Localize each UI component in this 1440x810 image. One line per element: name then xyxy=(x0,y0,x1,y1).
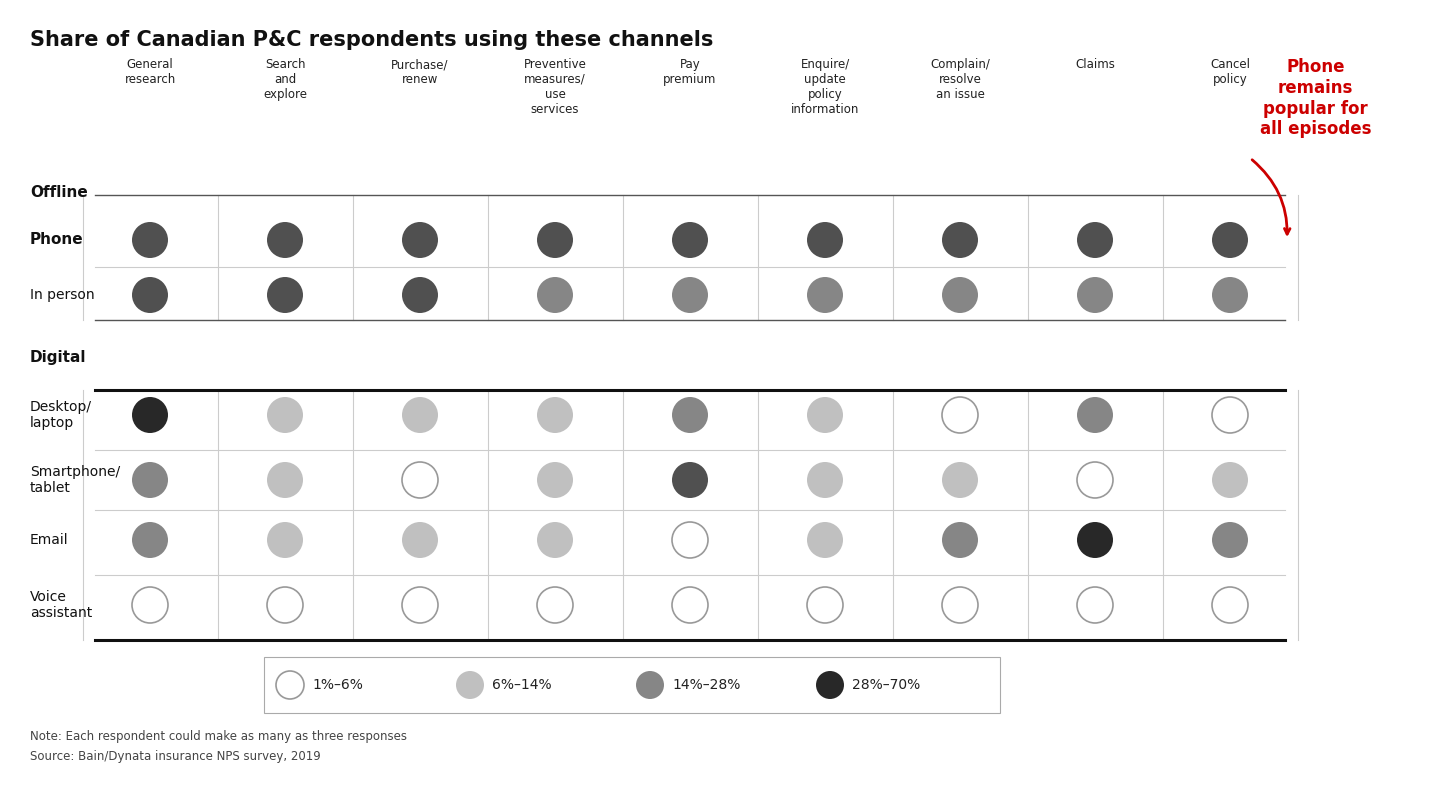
Circle shape xyxy=(672,277,708,313)
Text: Enquire/
update
policy
information: Enquire/ update policy information xyxy=(791,58,860,116)
Text: Phone
remains
popular for
all episodes: Phone remains popular for all episodes xyxy=(1260,58,1371,139)
Circle shape xyxy=(402,522,438,558)
Text: 14%–28%: 14%–28% xyxy=(672,678,740,692)
Circle shape xyxy=(132,522,168,558)
Text: Digital: Digital xyxy=(30,350,86,365)
FancyBboxPatch shape xyxy=(264,657,999,713)
Text: Source: Bain/Dynata insurance NPS survey, 2019: Source: Bain/Dynata insurance NPS survey… xyxy=(30,750,321,763)
Text: Purchase/
renew: Purchase/ renew xyxy=(392,58,449,86)
Text: Desktop/
laptop: Desktop/ laptop xyxy=(30,400,92,430)
Circle shape xyxy=(816,671,844,699)
Circle shape xyxy=(266,222,302,258)
Circle shape xyxy=(672,462,708,498)
Circle shape xyxy=(942,397,978,433)
Circle shape xyxy=(806,522,842,558)
Circle shape xyxy=(402,222,438,258)
Text: Note: Each respondent could make as many as three responses: Note: Each respondent could make as many… xyxy=(30,730,408,743)
Circle shape xyxy=(806,397,842,433)
Circle shape xyxy=(806,277,842,313)
Circle shape xyxy=(636,671,664,699)
Circle shape xyxy=(266,277,302,313)
Circle shape xyxy=(942,522,978,558)
Circle shape xyxy=(1077,277,1113,313)
Circle shape xyxy=(1077,462,1113,498)
Text: General
research: General research xyxy=(124,58,176,86)
Text: Cancel
policy: Cancel policy xyxy=(1210,58,1250,86)
Circle shape xyxy=(402,277,438,313)
Circle shape xyxy=(456,671,484,699)
Circle shape xyxy=(1077,397,1113,433)
Circle shape xyxy=(266,522,302,558)
Circle shape xyxy=(1212,522,1248,558)
Text: Phone: Phone xyxy=(30,232,84,248)
Circle shape xyxy=(1077,522,1113,558)
Circle shape xyxy=(1077,222,1113,258)
Text: Preventive
measures/
use
services: Preventive measures/ use services xyxy=(524,58,586,116)
Circle shape xyxy=(132,277,168,313)
Circle shape xyxy=(132,222,168,258)
Circle shape xyxy=(537,587,573,623)
Circle shape xyxy=(132,397,168,433)
Circle shape xyxy=(132,587,168,623)
Circle shape xyxy=(537,522,573,558)
Text: Claims: Claims xyxy=(1076,58,1115,71)
Circle shape xyxy=(942,587,978,623)
Circle shape xyxy=(1212,277,1248,313)
Text: Complain/
resolve
an issue: Complain/ resolve an issue xyxy=(930,58,989,101)
Circle shape xyxy=(266,462,302,498)
Circle shape xyxy=(1212,222,1248,258)
Circle shape xyxy=(537,397,573,433)
Circle shape xyxy=(672,222,708,258)
Circle shape xyxy=(402,587,438,623)
Text: Offline: Offline xyxy=(30,185,88,200)
Circle shape xyxy=(1212,462,1248,498)
Circle shape xyxy=(1077,587,1113,623)
Circle shape xyxy=(537,277,573,313)
Circle shape xyxy=(672,587,708,623)
Text: Search
and
explore: Search and explore xyxy=(264,58,307,101)
Circle shape xyxy=(266,397,302,433)
Circle shape xyxy=(942,222,978,258)
Circle shape xyxy=(806,222,842,258)
Text: Pay
premium: Pay premium xyxy=(664,58,717,86)
Circle shape xyxy=(537,462,573,498)
Circle shape xyxy=(1212,587,1248,623)
Circle shape xyxy=(672,522,708,558)
Circle shape xyxy=(942,462,978,498)
Circle shape xyxy=(806,462,842,498)
Circle shape xyxy=(132,462,168,498)
Text: 6%–14%: 6%–14% xyxy=(492,678,552,692)
Text: Email: Email xyxy=(30,533,69,547)
Circle shape xyxy=(942,277,978,313)
Text: Smartphone/
tablet: Smartphone/ tablet xyxy=(30,465,120,495)
Circle shape xyxy=(402,462,438,498)
Circle shape xyxy=(672,397,708,433)
Text: 1%–6%: 1%–6% xyxy=(312,678,363,692)
Circle shape xyxy=(1212,397,1248,433)
Text: In person: In person xyxy=(30,288,95,302)
Circle shape xyxy=(537,222,573,258)
Text: Share of Canadian P&C respondents using these channels: Share of Canadian P&C respondents using … xyxy=(30,30,713,50)
Circle shape xyxy=(402,397,438,433)
Circle shape xyxy=(266,587,302,623)
Circle shape xyxy=(806,587,842,623)
Text: 28%–70%: 28%–70% xyxy=(852,678,920,692)
Circle shape xyxy=(276,671,304,699)
Text: Voice
assistant: Voice assistant xyxy=(30,590,92,620)
